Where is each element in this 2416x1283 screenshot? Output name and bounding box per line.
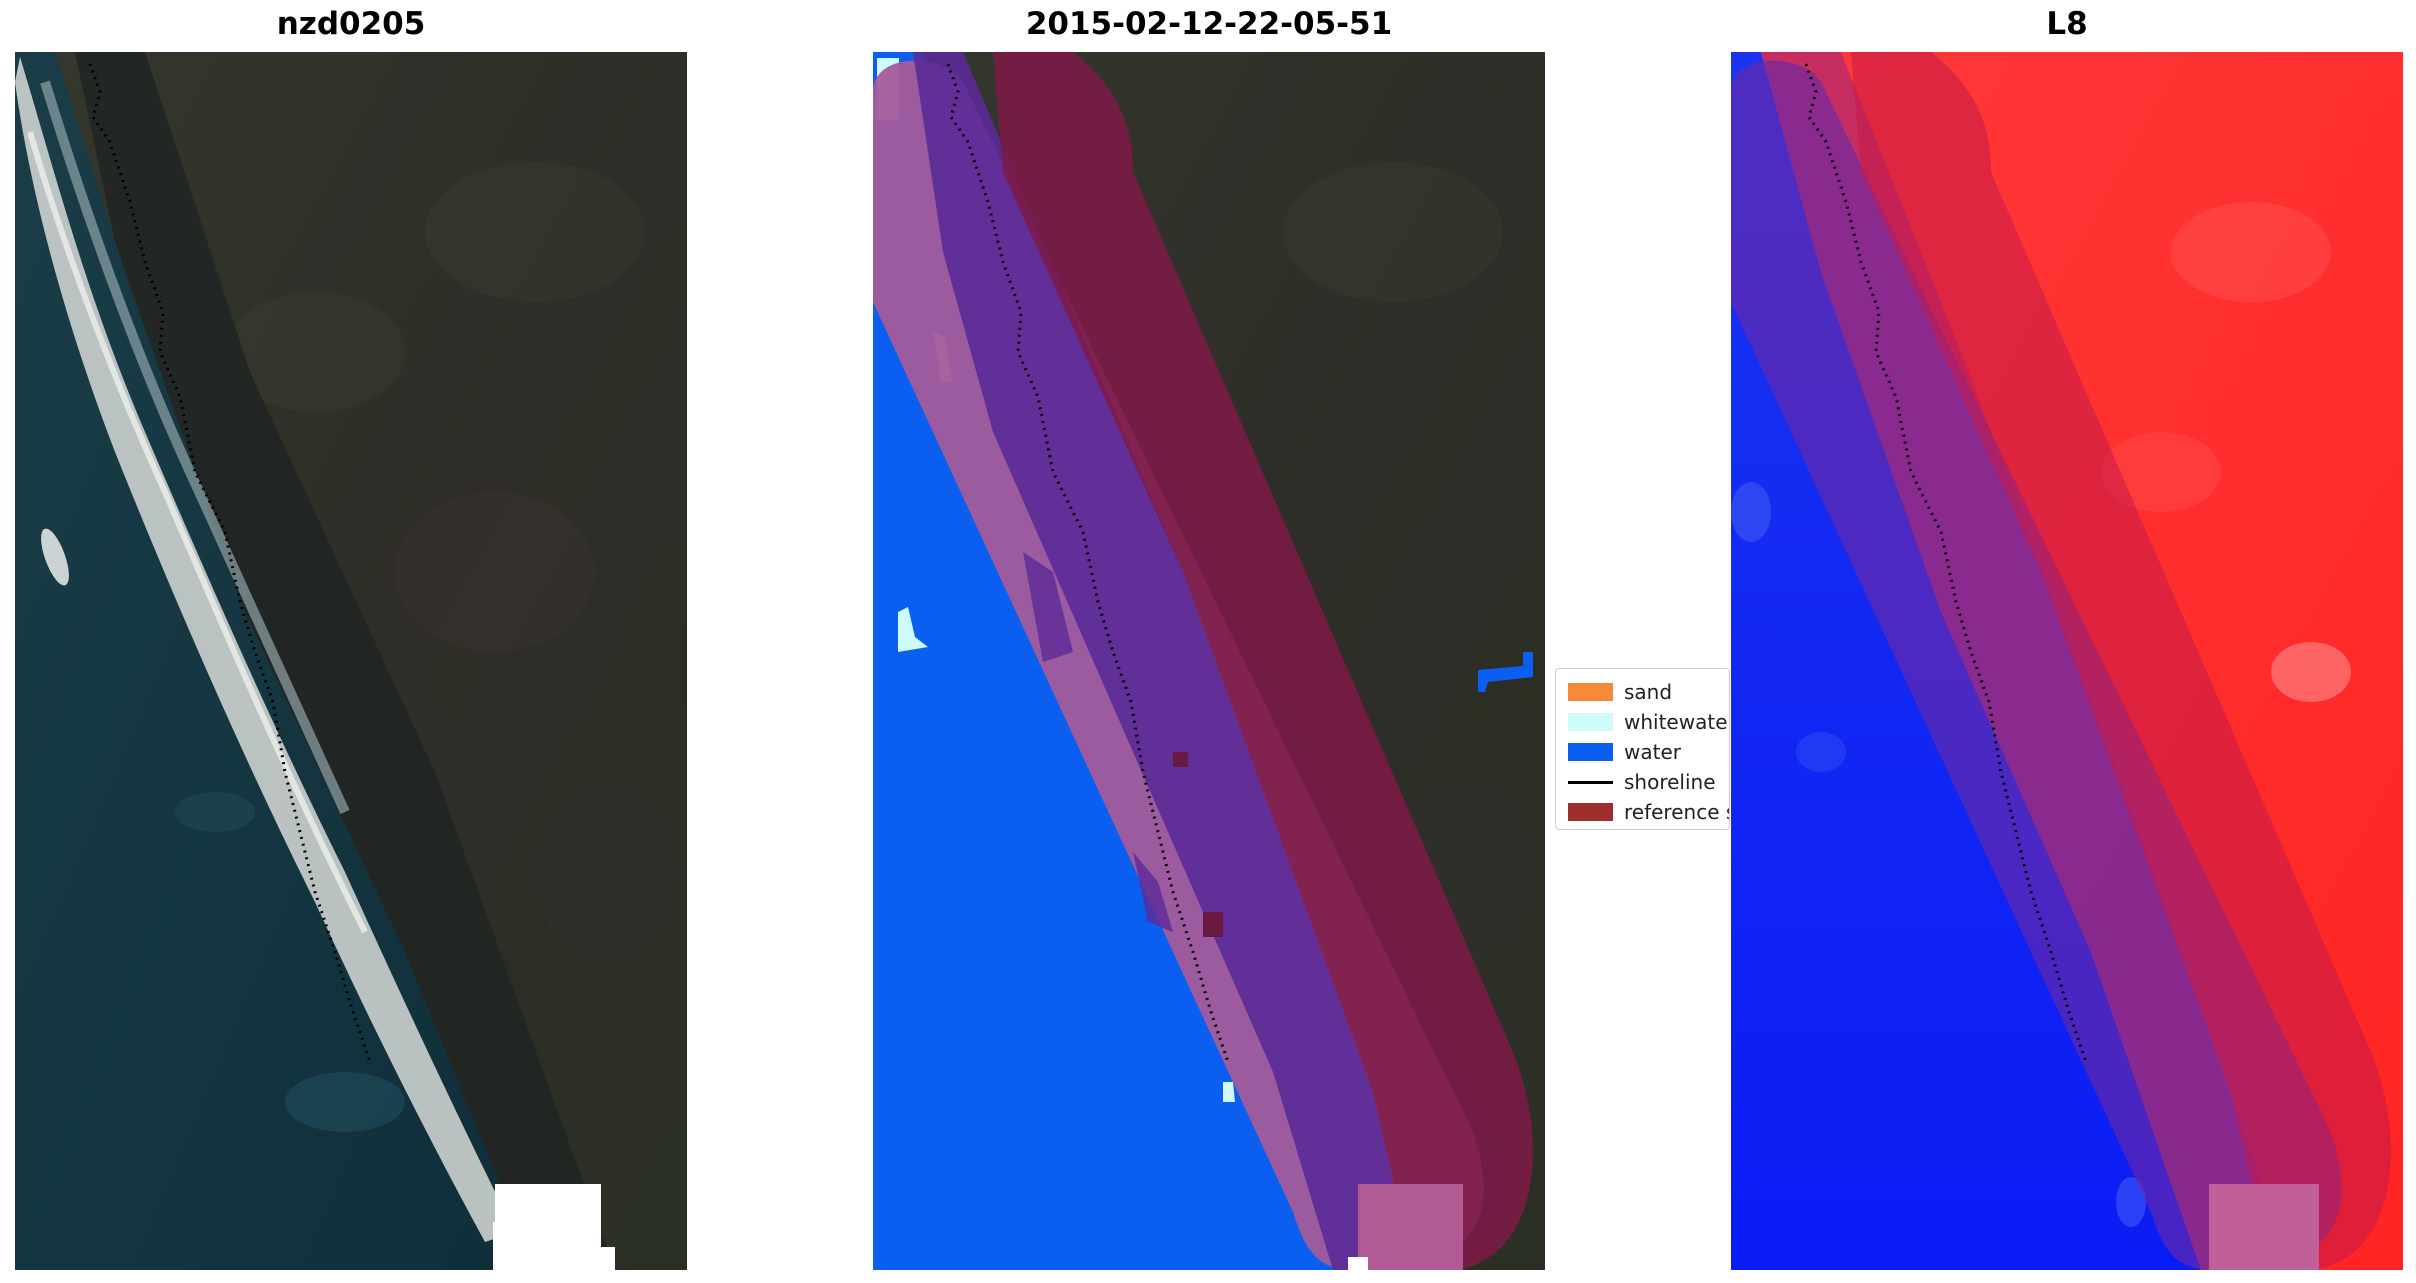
legend-item-reference-buffer: reference shoreline buffer [1556, 797, 1729, 827]
legend-item-water: water [1556, 737, 1729, 767]
reference-buffer-swatch [1568, 803, 1613, 821]
whitewater-swatch [1568, 713, 1613, 731]
legend-label: reference shoreline buffer [1624, 800, 1729, 824]
legend-item-whitewater: whitewater [1556, 707, 1730, 737]
legend-label: water [1624, 740, 1681, 764]
legend-label: sand [1624, 680, 1673, 704]
legend-item-sand: sand [1556, 677, 1729, 707]
sand-swatch [1568, 683, 1613, 701]
classified-image-panel [873, 52, 1545, 1270]
shoreline-swatch [1568, 781, 1613, 784]
water-swatch [1568, 743, 1613, 761]
index-image-panel [1731, 52, 2403, 1270]
panel-title-classified: 2015-02-12-22-05-51 [1025, 6, 1393, 42]
legend: sand whitewater water shoreline referenc… [1555, 668, 1730, 830]
legend-label: whitewater [1624, 710, 1730, 734]
legend-label: shoreline [1624, 770, 1716, 794]
legend-item-shoreline: shoreline [1556, 767, 1729, 797]
panel-title-rgb: nzd0205 [276, 6, 426, 42]
rgb-image-panel [15, 52, 687, 1270]
panel-title-index: L8 [2046, 6, 2088, 42]
